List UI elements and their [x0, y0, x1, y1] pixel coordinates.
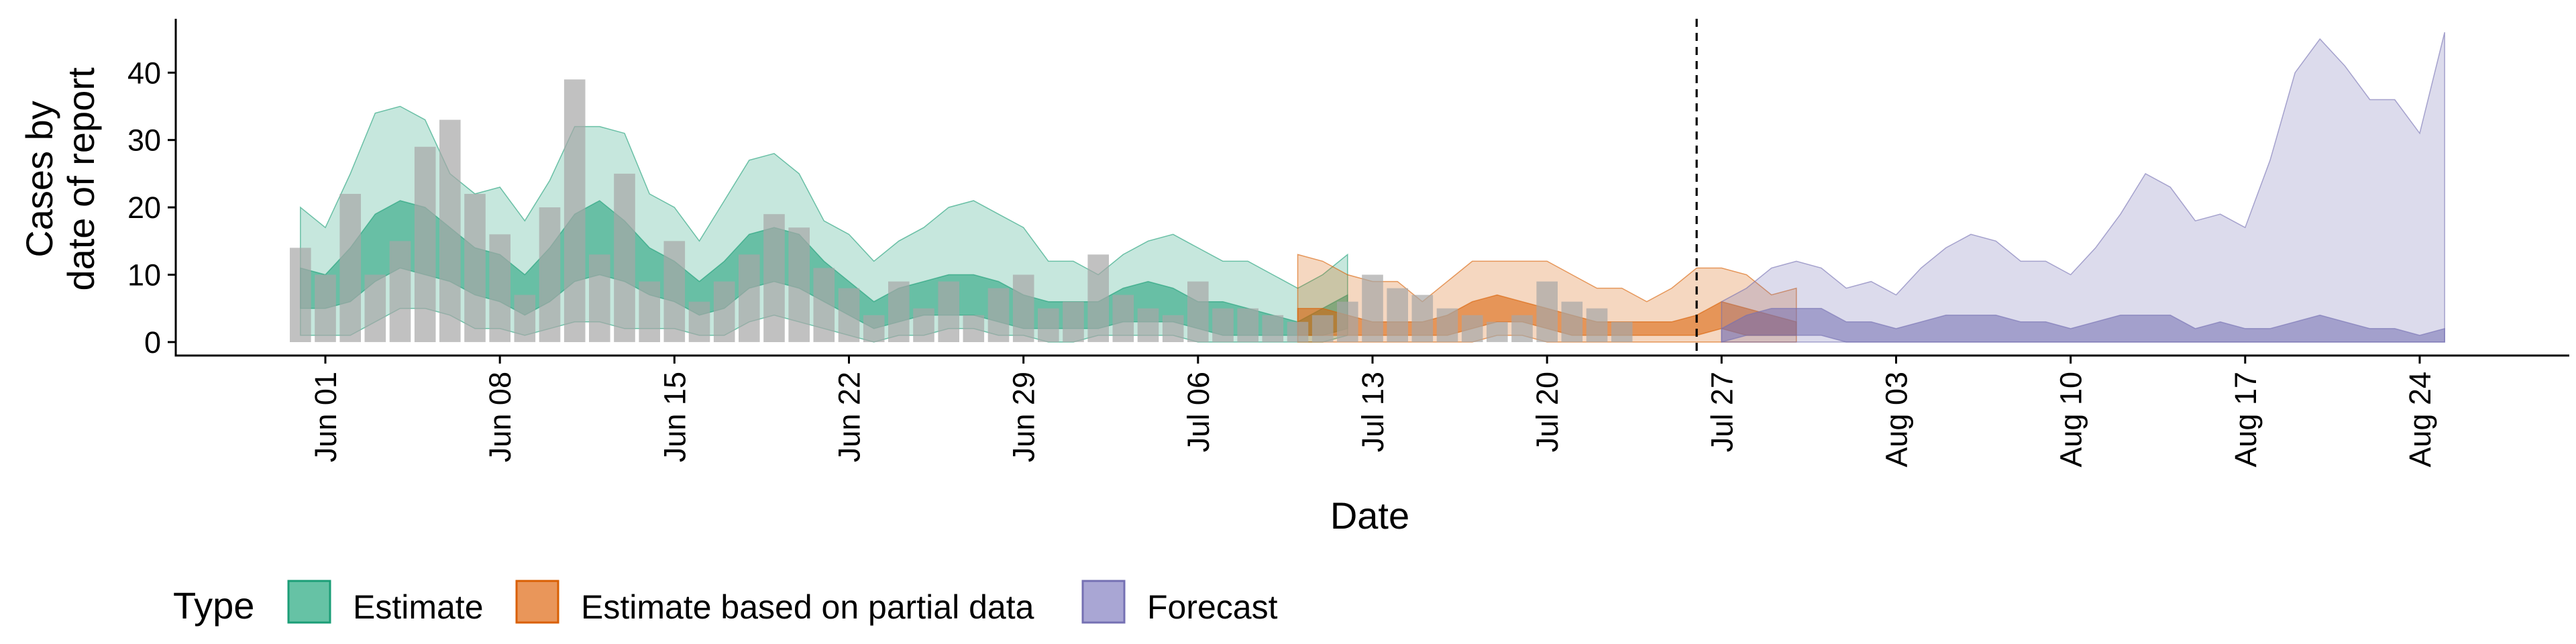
y-tick-label: 30 [127, 123, 161, 158]
legend-label-forecast: Forecast [1147, 588, 1278, 626]
reported-cases-bar [1187, 281, 1209, 342]
reported-cases-bar [863, 315, 885, 342]
reported-cases-bar [1411, 294, 1434, 342]
forecast-inner-band [1721, 307, 2445, 343]
reported-cases-bar [1012, 274, 1034, 342]
reported-cases-bar [1561, 301, 1583, 342]
legend: Type Estimate Estimate based on partial d… [173, 580, 1278, 627]
legend-key-estimate-based-on-partial-data [515, 580, 559, 624]
reported-cases-bar [1436, 308, 1458, 342]
x-tick-label: Jul 13 [1356, 372, 1390, 452]
reported-case-bars [290, 79, 1633, 343]
x-tick-label: Jun 29 [1007, 372, 1041, 462]
x-tick-label: Jul 20 [1530, 372, 1564, 452]
x-tick-label: Jun 22 [833, 372, 867, 462]
reported-cases-bar [1038, 308, 1059, 342]
reported-cases-bar [938, 281, 959, 342]
y-axis-title-line-2: date of report [60, 67, 102, 291]
x-tick-label: Aug 10 [2054, 372, 2088, 468]
reported-cases-bar [1063, 301, 1084, 342]
reported-cases-bar [1362, 274, 1383, 342]
reported-cases-bar [439, 119, 461, 342]
reported-cases-bar [1212, 308, 1234, 342]
reported-cases-bar [489, 234, 511, 342]
x-axis-ticks: Jun 01 Jun 08 Jun 15 Jun 22 Jun 29 Jul 06 Jul … [309, 356, 2437, 468]
reported-cases-bar [1461, 315, 1483, 342]
reported-cases-bar [1311, 315, 1334, 342]
reported-cases-bar [339, 194, 361, 342]
reported-cases-bar [1511, 315, 1533, 342]
reported-cases-bar [788, 227, 810, 342]
reported-cases-bar [414, 146, 436, 343]
forecast-outer-band [1721, 32, 2445, 343]
x-tick-label: Jun 08 [483, 372, 517, 462]
reported-cases-bar [913, 308, 934, 342]
reported-cases-bar [1387, 288, 1408, 342]
y-axis-ticks: 0 10 20 30 40 [127, 56, 176, 360]
reported-cases-bar [1087, 254, 1109, 342]
x-tick-label: Aug 17 [2229, 372, 2263, 468]
reported-cases-bar [564, 79, 586, 343]
reported-cases-bar [1487, 321, 1508, 342]
reported-cases-bar [1262, 315, 1284, 342]
x-tick-label: Jul 06 [1181, 372, 1216, 452]
x-tick-label: Jun 01 [309, 372, 343, 462]
reported-cases-bar [1536, 281, 1558, 342]
reported-cases-bar [614, 173, 635, 342]
y-tick-label: 10 [127, 258, 161, 292]
reported-cases-bar [315, 274, 336, 342]
y-axis-title: Cases by date of report [18, 67, 102, 291]
reported-cases-bar [1137, 308, 1159, 342]
x-tick-label: Aug 03 [1880, 372, 1914, 468]
reported-cases-bar [639, 281, 660, 342]
reported-cases-bar [713, 281, 735, 342]
reported-cases-bar [688, 301, 710, 342]
reported-cases-bar [963, 315, 985, 342]
legend-title: Type [173, 584, 254, 627]
reported-cases-bar [589, 254, 610, 342]
reported-cases-bar [838, 288, 860, 342]
legend-key-forecast [1081, 580, 1126, 624]
reported-cases-bar [539, 207, 561, 342]
reported-cases-bar [763, 214, 785, 342]
reported-cases-bar [464, 194, 486, 342]
reported-cases-bar [813, 268, 835, 342]
reported-cases-bar [888, 281, 910, 342]
legend-key-estimate [287, 580, 331, 624]
reported-cases-bar [514, 294, 536, 342]
reported-cases-bar [1611, 321, 1633, 342]
reported-cases-bar [663, 241, 686, 342]
reported-cases-bar [364, 274, 386, 342]
x-axis-title: Date [1330, 494, 1409, 537]
y-tick-label: 40 [127, 56, 161, 90]
x-tick-label: Jun 15 [657, 372, 692, 462]
reported-cases-bar [1337, 301, 1358, 342]
reported-cases-bar [739, 254, 760, 342]
x-tick-label: Jul 27 [1705, 372, 1739, 452]
reported-cases-bar [1287, 321, 1309, 342]
y-tick-label: 20 [127, 191, 161, 225]
reported-cases-bar [290, 248, 311, 342]
x-tick-label: Aug 24 [2403, 372, 2437, 468]
reported-cases-bar [1237, 308, 1258, 342]
reported-cases-bar [1586, 308, 1608, 342]
y-axis-title-line-1: Cases by [18, 101, 60, 257]
reported-cases-bar [987, 288, 1010, 342]
reported-cases-bar [389, 241, 411, 342]
reported-cases-bar [1112, 294, 1134, 342]
legend-label-estimate-based-on-partial-data: Estimate based on partial data [581, 588, 1034, 626]
y-tick-label: 0 [144, 325, 161, 360]
legend-label-estimate: Estimate [353, 588, 484, 626]
reported-cases-bar [1162, 315, 1184, 342]
